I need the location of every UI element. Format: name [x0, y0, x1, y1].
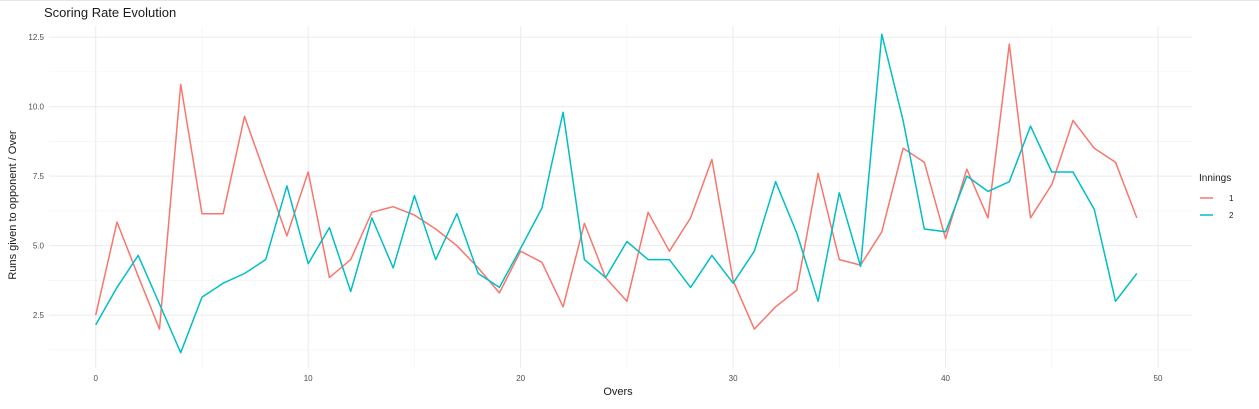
x-tick-label: 0	[94, 374, 99, 383]
x-tick-label: 30	[729, 374, 738, 383]
y-tick-label: 12.5	[28, 33, 44, 42]
chart-title: Scoring Rate Evolution	[44, 5, 176, 20]
series-line-2	[95, 33, 1138, 354]
x-tick-label: 40	[941, 374, 950, 383]
x-tick-label: 50	[1154, 374, 1163, 383]
y-tick-label: 7.5	[33, 172, 45, 181]
tick-labels: 0 10 20 30 40 50 2.5 5.0 7.5 10.0 12.5	[28, 33, 1163, 383]
legend-label-2: 2	[1229, 211, 1234, 220]
x-tick-label: 10	[304, 374, 313, 383]
legend-title: Innings	[1199, 173, 1231, 184]
y-tick-label: 5.0	[33, 242, 45, 251]
top-border	[0, 0, 1259, 1]
x-tick-label: 20	[516, 374, 525, 383]
y-tick-label: 10.0	[28, 103, 44, 112]
series-line-1	[94, 43, 1138, 330]
x-axis-title: Overs	[603, 386, 633, 398]
y-tick-label: 2.5	[33, 311, 45, 320]
grid	[49, 26, 1192, 368]
series-lines	[94, 33, 1138, 354]
legend-label-1: 1	[1229, 194, 1234, 203]
legend: Innings 1 2	[1199, 173, 1234, 220]
y-axis-title: Runs given to opponent / Over	[7, 130, 19, 280]
